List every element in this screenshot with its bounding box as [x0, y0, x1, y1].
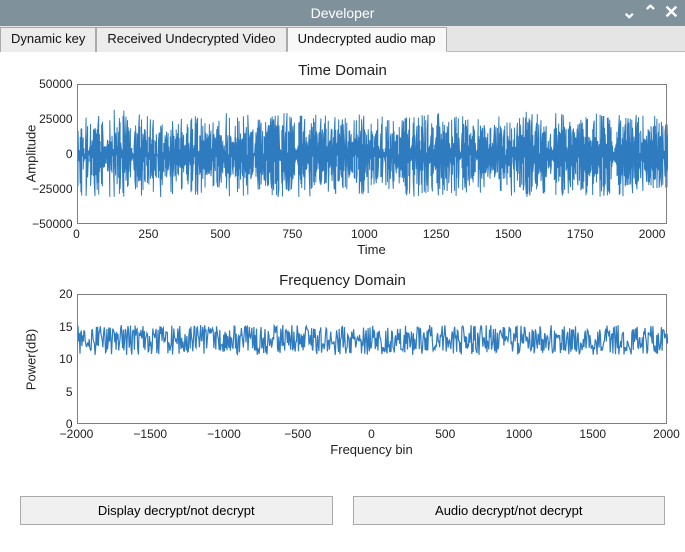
xtick: 1000 [346, 227, 382, 241]
chart-title-frequency-domain: Frequency Domain [7, 272, 679, 289]
button-row: Display decrypt/not decrypt Audio decryp… [0, 486, 685, 539]
display-decrypt-button[interactable]: Display decrypt/not decrypt [20, 496, 333, 525]
close-icon[interactable]: ✕ [664, 2, 679, 23]
tab-undecrypted-audio-map[interactable]: Undecrypted audio map [287, 27, 447, 52]
content-pane: Time Domain Frequency Domain Amplitude P… [0, 52, 685, 552]
window-controls: ⌄ ⌃ ✕ [622, 2, 679, 23]
tab-received-undecrypted-video[interactable]: Received Undecrypted Video [96, 27, 286, 52]
maximize-icon[interactable]: ⌃ [643, 2, 658, 23]
tab-label: Dynamic key [11, 31, 85, 46]
plot-time-domain [77, 84, 667, 224]
xtick: 1500 [571, 427, 615, 441]
tab-dynamic-key[interactable]: Dynamic key [0, 27, 96, 52]
xtick: 0 [59, 227, 95, 241]
titlebar: Developer ⌄ ⌃ ✕ [0, 0, 685, 26]
ytick: 5 [66, 385, 73, 399]
xtick: 2000 [634, 227, 670, 241]
xtick: −1500 [128, 427, 172, 441]
ytick: 20 [59, 287, 72, 301]
ytick: 50000 [39, 77, 72, 91]
audio-decrypt-button[interactable]: Audio decrypt/not decrypt [353, 496, 666, 525]
button-label: Audio decrypt/not decrypt [435, 503, 582, 518]
ytick: 0 [66, 147, 73, 161]
xtick: 500 [202, 227, 238, 241]
chart-title-time-domain: Time Domain [7, 62, 679, 79]
plot-frequency-domain [77, 294, 667, 424]
xtick: 0 [350, 427, 394, 441]
xtick: 1750 [562, 227, 598, 241]
tab-bar: Dynamic key Received Undecrypted Video U… [0, 26, 685, 52]
ytick: 10 [59, 352, 72, 366]
xtick: 500 [423, 427, 467, 441]
xlabel-time: Time [77, 242, 667, 257]
tab-label: Undecrypted audio map [298, 31, 436, 46]
xtick: 250 [130, 227, 166, 241]
xtick: 1500 [490, 227, 526, 241]
ytick: −25000 [32, 182, 72, 196]
minimize-icon[interactable]: ⌄ [622, 2, 637, 23]
xtick: 2000 [645, 427, 685, 441]
window-title: Developer [311, 5, 375, 21]
ytick: 25000 [39, 112, 72, 126]
xtick: −1000 [202, 427, 246, 441]
window-root: Developer ⌄ ⌃ ✕ Dynamic key Received Und… [0, 0, 685, 552]
button-label: Display decrypt/not decrypt [98, 503, 255, 518]
xlabel-frequency-bin: Frequency bin [77, 442, 667, 457]
xtick: 750 [274, 227, 310, 241]
ytick: 15 [59, 320, 72, 334]
chart-area: Time Domain Frequency Domain Amplitude P… [7, 56, 679, 486]
xtick: −500 [276, 427, 320, 441]
xtick: −2000 [55, 427, 99, 441]
tab-label: Received Undecrypted Video [107, 31, 275, 46]
ylabel-power: Power(dB) [23, 320, 38, 400]
xtick: 1250 [418, 227, 454, 241]
xtick: 1000 [497, 427, 541, 441]
